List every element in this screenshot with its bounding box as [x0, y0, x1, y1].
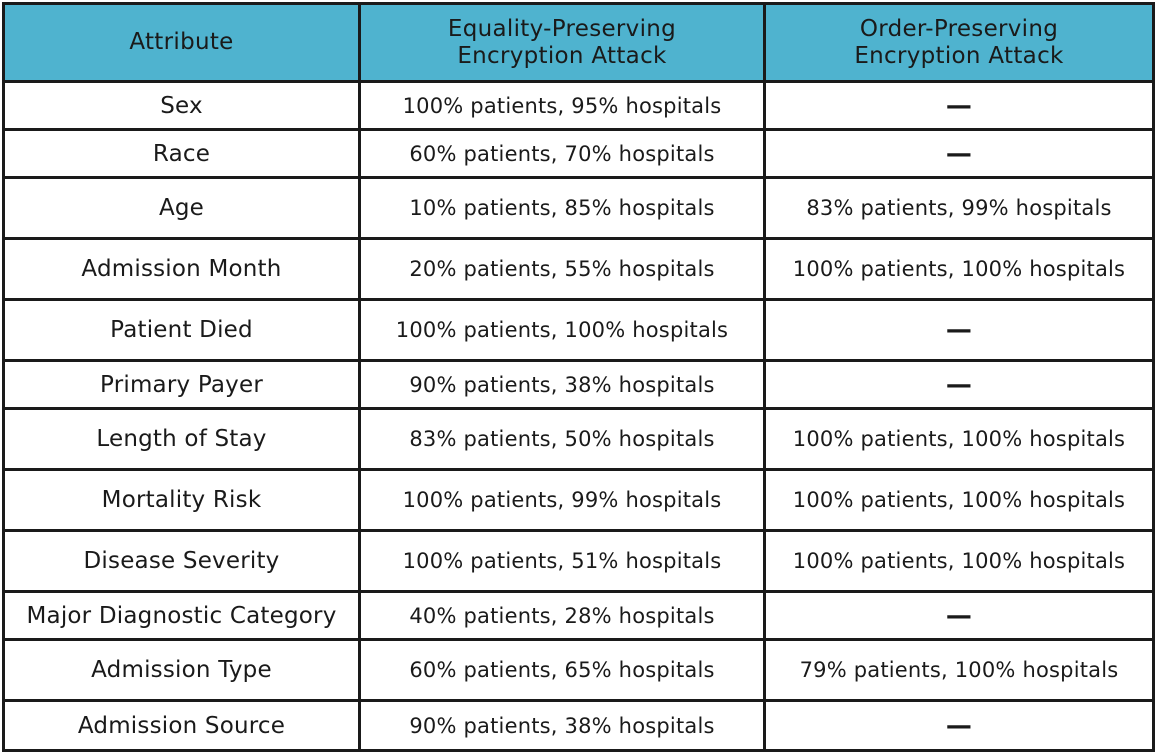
dash-placeholder: —: [945, 710, 973, 741]
cell-order-preserving: 100% patients, 100% hospitals: [763, 529, 1155, 593]
cell-order-preserving: —: [763, 699, 1155, 752]
table-row: Sex 100% patients, 95% hospitals —: [2, 80, 1155, 131]
table-row: Disease Severity 100% patients, 51% hospi…: [2, 529, 1155, 593]
cell-equality-preserving: 40% patients, 28% hospitals: [358, 590, 766, 641]
cell-attribute: Mortality Risk: [2, 468, 361, 532]
cell-order-preserving: —: [763, 359, 1155, 410]
cell-attribute: Age: [2, 176, 361, 240]
cell-order-preserving: 100% patients, 100% hospitals: [763, 237, 1155, 301]
cell-order-preserving: —: [763, 128, 1155, 179]
table-row: Patient Died 100% patients, 100% hospital…: [2, 298, 1155, 362]
table-row: Admission Source 90% patients, 38% hospit…: [2, 699, 1155, 752]
cell-equality-preserving: 10% patients, 85% hospitals: [358, 176, 766, 240]
cell-order-preserving: 100% patients, 100% hospitals: [763, 407, 1155, 471]
cell-order-preserving: 83% patients, 99% hospitals: [763, 176, 1155, 240]
header-order-line-2: Encryption Attack: [854, 42, 1064, 69]
header-order-preserving: Order-Preserving Encryption Attack: [763, 2, 1155, 83]
cell-equality-preserving: 60% patients, 65% hospitals: [358, 638, 766, 702]
cell-attribute: Length of Stay: [2, 407, 361, 471]
cell-equality-preserving: 100% patients, 51% hospitals: [358, 529, 766, 593]
cell-equality-preserving: 83% patients, 50% hospitals: [358, 407, 766, 471]
table-row: Age 10% patients, 85% hospitals 83% patien…: [2, 176, 1155, 240]
header-attribute: Attribute: [2, 2, 361, 83]
header-equality-preserving: Equality-Preserving Encryption Attack: [358, 2, 766, 83]
cell-attribute: Admission Source: [2, 699, 361, 752]
dash-placeholder: —: [945, 369, 973, 400]
dash-placeholder: —: [945, 315, 973, 345]
header-order-line-1: Order-Preserving: [859, 15, 1059, 42]
table-body: Sex 100% patients, 95% hospitals — Race 60% …: [2, 80, 1155, 752]
header-equality-line-2: Encryption Attack: [457, 42, 667, 69]
table-row: Race 60% patients, 70% hospitals —: [2, 128, 1155, 179]
dash-placeholder: —: [945, 600, 973, 631]
cell-attribute: Admission Type: [2, 638, 361, 702]
table-row: Mortality Risk 100% patients, 99% hospita…: [2, 468, 1155, 532]
table-row: Primary Payer 90% patients, 38% hospitals…: [2, 359, 1155, 410]
cell-equality-preserving: 90% patients, 38% hospitals: [358, 359, 766, 410]
cell-order-preserving: —: [763, 298, 1155, 362]
cell-equality-preserving: 90% patients, 38% hospitals: [358, 699, 766, 752]
cell-equality-preserving: 100% patients, 99% hospitals: [358, 468, 766, 532]
cell-order-preserving: 79% patients, 100% hospitals: [763, 638, 1155, 702]
header-equality-line-1: Equality-Preserving: [447, 15, 677, 42]
dash-placeholder: —: [945, 138, 973, 169]
cell-order-preserving: 100% patients, 100% hospitals: [763, 468, 1155, 532]
cell-equality-preserving: 20% patients, 55% hospitals: [358, 237, 766, 301]
table-row: Length of Stay 83% patients, 50% hospital…: [2, 407, 1155, 471]
cell-attribute: Disease Severity: [2, 529, 361, 593]
cell-equality-preserving: 100% patients, 95% hospitals: [358, 80, 766, 131]
cell-attribute: Major Diagnostic Category: [2, 590, 361, 641]
cell-order-preserving: —: [763, 80, 1155, 131]
cell-attribute: Admission Month: [2, 237, 361, 301]
table-row: Admission Month 20% patients, 55% hospita…: [2, 237, 1155, 301]
cell-attribute: Race: [2, 128, 361, 179]
cell-attribute: Sex: [2, 80, 361, 131]
table-row: Admission Type 60% patients, 65% hospital…: [2, 638, 1155, 702]
table-row: Major Diagnostic Category 40% patients, 2…: [2, 590, 1155, 641]
cell-attribute: Patient Died: [2, 298, 361, 362]
cell-equality-preserving: 100% patients, 100% hospitals: [358, 298, 766, 362]
cell-equality-preserving: 60% patients, 70% hospitals: [358, 128, 766, 179]
cell-attribute: Primary Payer: [2, 359, 361, 410]
cell-order-preserving: —: [763, 590, 1155, 641]
table-header-row: Attribute Equality-Preserving Encryption…: [2, 2, 1155, 83]
dash-placeholder: —: [945, 90, 973, 121]
